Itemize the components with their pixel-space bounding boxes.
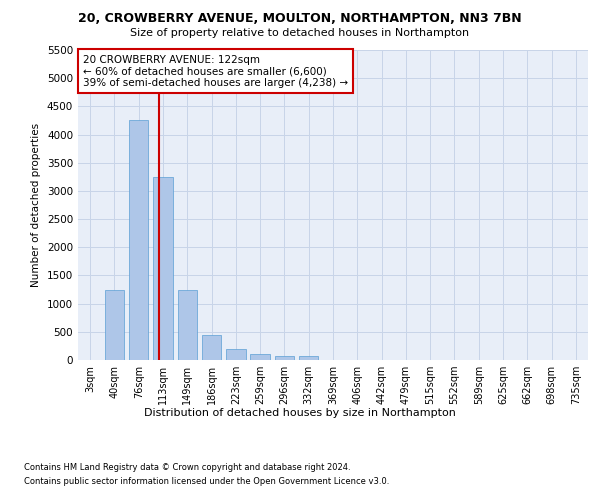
Text: 20 CROWBERRY AVENUE: 122sqm
← 60% of detached houses are smaller (6,600)
39% of : 20 CROWBERRY AVENUE: 122sqm ← 60% of det… [83,54,348,88]
Text: Contains HM Land Registry data © Crown copyright and database right 2024.: Contains HM Land Registry data © Crown c… [24,462,350,471]
Text: 20, CROWBERRY AVENUE, MOULTON, NORTHAMPTON, NN3 7BN: 20, CROWBERRY AVENUE, MOULTON, NORTHAMPT… [78,12,522,26]
Y-axis label: Number of detached properties: Number of detached properties [31,123,41,287]
Bar [202,334,221,360]
Bar [299,356,319,360]
Text: Contains public sector information licensed under the Open Government Licence v3: Contains public sector information licen… [24,478,389,486]
Bar [105,290,124,360]
Text: Size of property relative to detached houses in Northampton: Size of property relative to detached ho… [130,28,470,38]
Bar [275,356,294,360]
Bar [250,354,270,360]
Bar [153,177,173,360]
Bar [129,120,148,360]
Bar [226,348,245,360]
Bar [178,290,197,360]
Text: Distribution of detached houses by size in Northampton: Distribution of detached houses by size … [144,408,456,418]
